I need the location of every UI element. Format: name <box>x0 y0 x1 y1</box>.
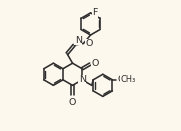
Text: O: O <box>92 59 99 68</box>
Text: N: N <box>75 36 82 45</box>
Text: O: O <box>69 98 76 107</box>
Text: N: N <box>79 75 86 84</box>
Text: O: O <box>118 75 125 84</box>
Text: F: F <box>92 8 98 17</box>
Text: O: O <box>85 39 92 48</box>
Text: CH₃: CH₃ <box>121 75 136 84</box>
